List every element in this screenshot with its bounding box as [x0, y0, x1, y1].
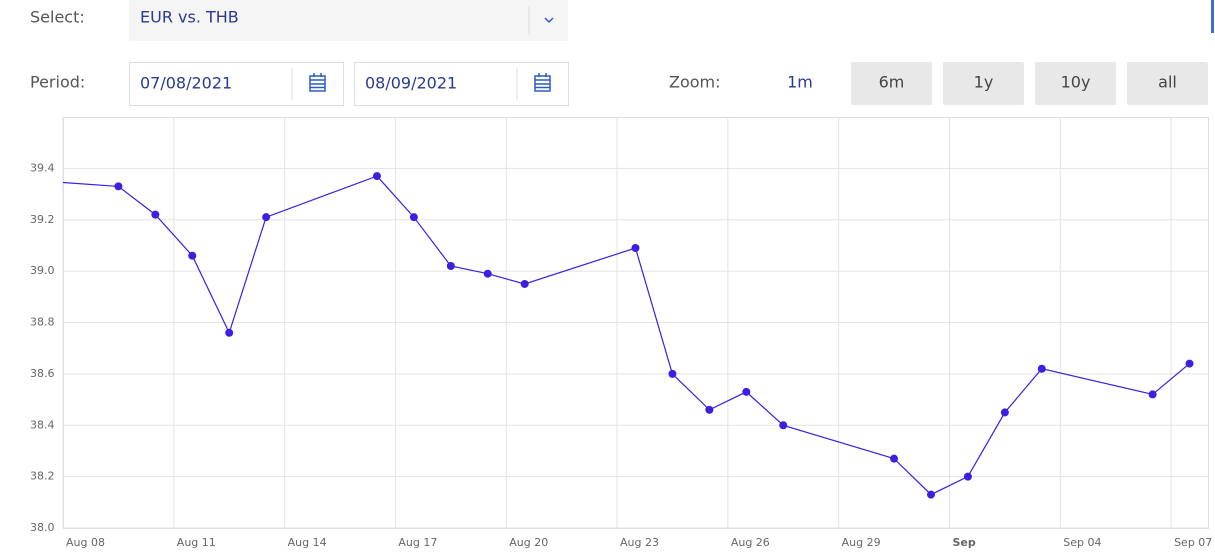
date-from[interactable]: 07/08/2021: [129, 62, 344, 106]
calendar-icon[interactable]: [534, 73, 551, 92]
data-point: [520, 279, 529, 288]
x-tick-label: Aug 29: [842, 536, 881, 549]
x-tick-label: Aug 17: [398, 536, 437, 549]
x-tick-label: Sep 04: [1063, 536, 1101, 549]
select-bg[interactable]: [129, 0, 568, 41]
zoom-button[interactable]: [1035, 62, 1116, 105]
data-point: [1185, 359, 1194, 368]
data-point: [963, 472, 972, 481]
date-box[interactable]: [354, 62, 569, 106]
data-point: [890, 454, 899, 463]
data-point: [668, 369, 677, 378]
chevron[interactable]: [544, 17, 554, 24]
zoom-button[interactable]: [851, 62, 932, 105]
y-tick-label: 38.8: [30, 316, 55, 329]
data-point: [926, 490, 935, 499]
axes: 38.0 38.2 38.4 38.6 38.8 39.0 39.2 39.4 Aug 08 Au…: [30, 161, 1212, 549]
data-point: [631, 244, 640, 253]
data-point: [41, 177, 49, 185]
zoom-option[interactable]: 10y: [1061, 73, 1091, 92]
select-label: Select:: [30, 8, 85, 27]
x-tick-label: Aug 20: [509, 536, 548, 549]
x-tick-label: Sep 07: [1174, 536, 1212, 549]
calendar-icon[interactable]: [309, 73, 326, 92]
zoom-option[interactable]: 1y: [974, 73, 994, 92]
y-tick-label: 39.4: [30, 161, 55, 174]
data-point: [483, 269, 492, 278]
period-label: Period:: [30, 73, 85, 92]
date-box[interactable]: [129, 62, 344, 106]
x-tick-label: Aug 11: [177, 536, 216, 549]
zoom-label: Zoom:: [669, 73, 721, 92]
data-point: [1037, 364, 1046, 373]
y-tick-label: 38.6: [30, 367, 55, 380]
data-point: [779, 421, 788, 430]
y-tick-label: 38.2: [30, 470, 55, 483]
grid: [62, 117, 1208, 529]
zoom-group: 1m 6m 1y 10y all: [787, 62, 1208, 105]
data-point: [1000, 408, 1009, 417]
data-point: [1148, 390, 1157, 399]
date-to-text[interactable]: 08/09/2021: [365, 74, 457, 93]
x-tick-label: Aug 14: [288, 536, 327, 549]
date-from-text[interactable]: 07/08/2021: [140, 74, 232, 93]
zoom-option[interactable]: all: [1158, 73, 1177, 92]
plot: [41, 172, 1194, 499]
zoom-button[interactable]: [1127, 62, 1208, 105]
zoom-option[interactable]: 6m: [879, 73, 905, 92]
data-point: [705, 405, 714, 414]
zoom-option[interactable]: 1m: [787, 73, 813, 92]
select-value[interactable]: EUR vs. THB: [140, 8, 239, 27]
select-box[interactable]: EUR vs. THB: [129, 0, 568, 41]
data-point: [446, 261, 455, 270]
zoom-button[interactable]: [943, 62, 1024, 105]
y-tick-label: 38.0: [30, 521, 55, 534]
data-point: [225, 328, 234, 337]
y-tick-label: 39.2: [30, 213, 55, 226]
data-point: [742, 387, 751, 396]
x-tick-label: Aug 26: [731, 536, 770, 549]
data-point: [188, 251, 197, 260]
x-tick-label: Sep: [952, 536, 975, 549]
x-tick-label: Aug 08: [66, 536, 105, 549]
y-tick-label: 38.4: [30, 418, 55, 431]
data-point: [114, 182, 123, 191]
data-point: [372, 172, 381, 181]
data-point: [409, 213, 418, 222]
date-to[interactable]: 08/09/2021: [354, 62, 569, 106]
data-point: [262, 213, 271, 222]
scroll-indicator: [1211, 0, 1214, 33]
y-tick-label: 39.0: [30, 264, 55, 277]
x-tick-label: Aug 23: [620, 536, 659, 549]
data-point: [151, 210, 160, 219]
